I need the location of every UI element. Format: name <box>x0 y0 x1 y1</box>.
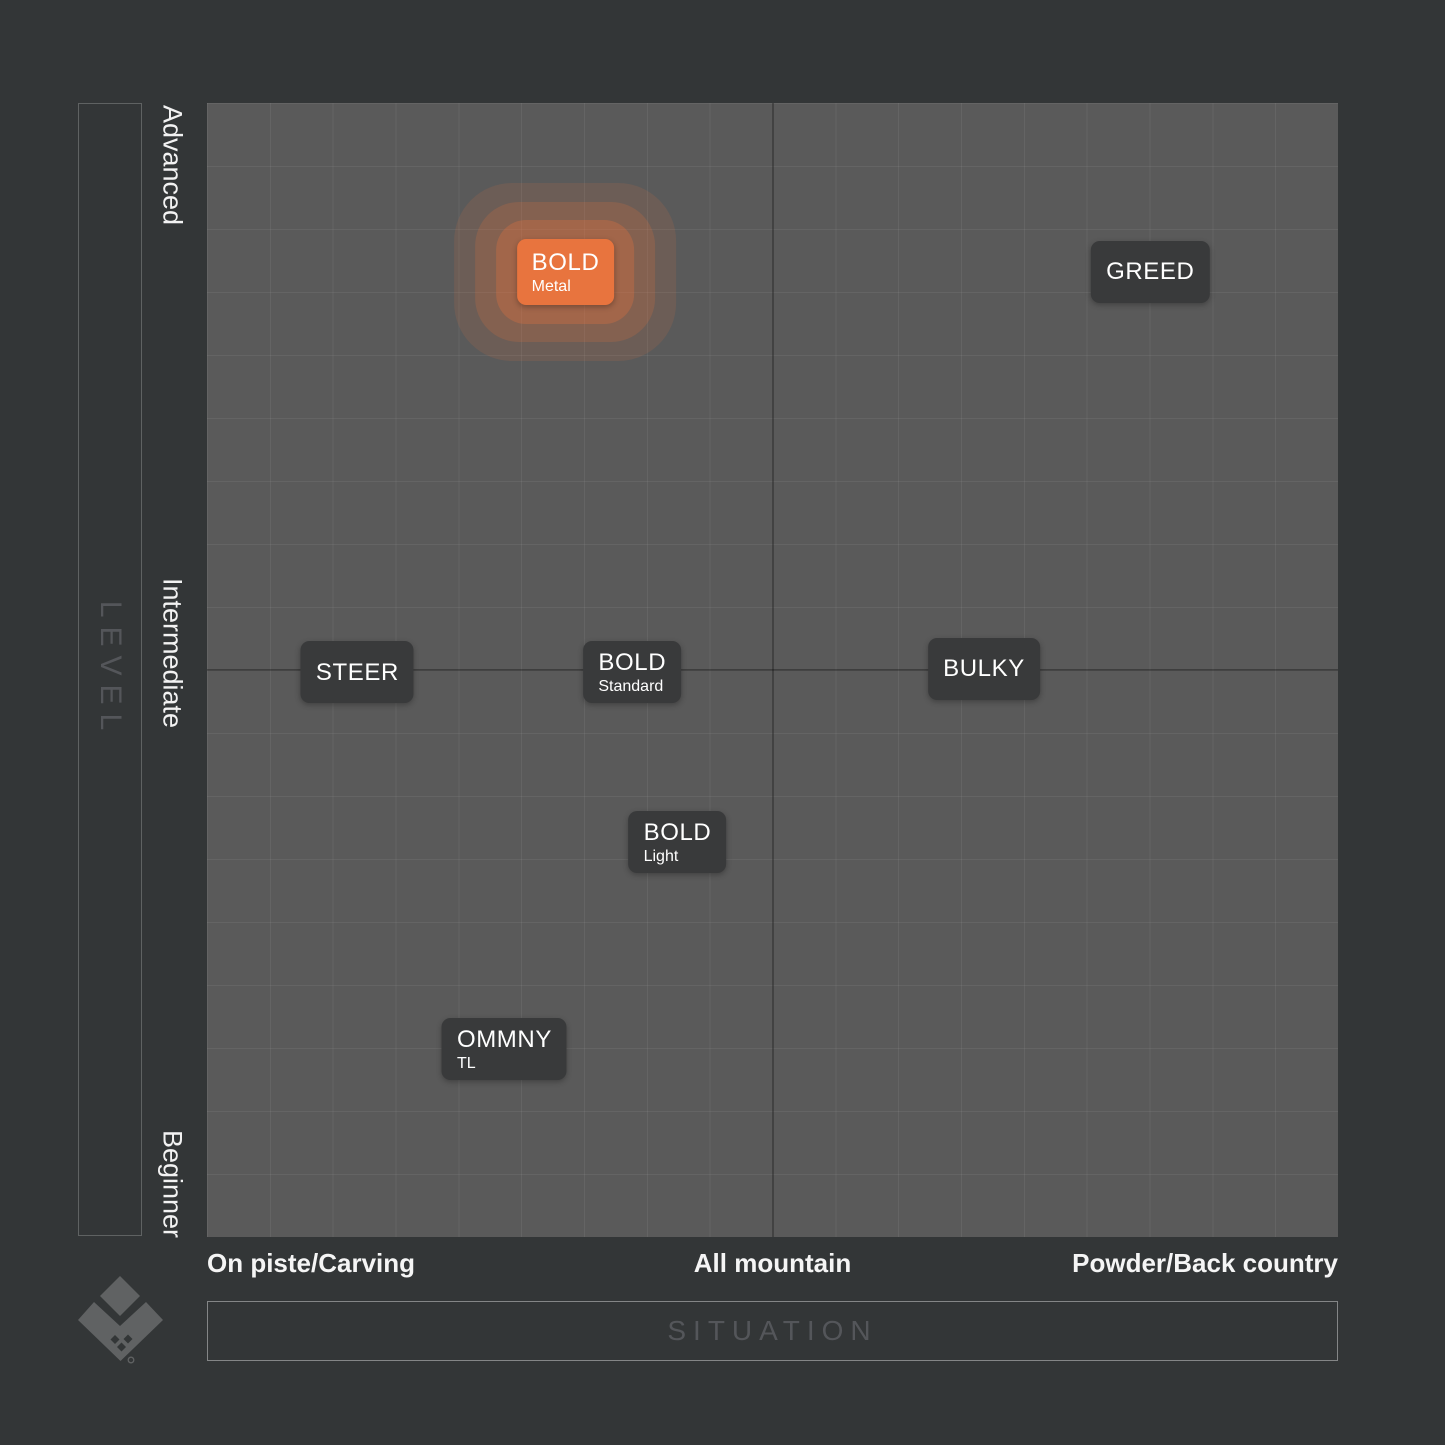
badge-card: OMMNY TL <box>441 1017 567 1080</box>
badge-sublabel: Metal <box>531 277 571 295</box>
badge-label: BOLD <box>598 649 667 677</box>
major-horizontal-gridline <box>207 669 1338 671</box>
badge-label: GREED <box>1106 258 1195 286</box>
badge-card: BULKY <box>928 637 1040 700</box>
level-axis-box: LEVEL <box>78 103 142 1236</box>
level-axis-title: LEVEL <box>94 600 127 739</box>
badge-label: BULKY <box>943 655 1025 683</box>
situation-axis-title: SITUATION <box>667 1315 878 1346</box>
badge-label: BOLD <box>531 248 600 276</box>
badge-card: GREED <box>1091 240 1210 303</box>
product-badge-bulky: BULKY <box>928 637 1040 700</box>
product-badge-steer: STEER <box>300 641 414 704</box>
badge-card: STEER <box>300 641 414 704</box>
situation-axis-box: SITUATION <box>207 1301 1338 1361</box>
plot-area: BOLD Metal GREED STEER BOLD Standard BULKY BOLD… <box>207 103 1338 1237</box>
x-label-powder: Powder/Back country <box>1072 1248 1338 1278</box>
level-label-advanced: Advanced <box>157 104 188 226</box>
situation-axis-labels: On piste/Carving All mountain Powder/Bac… <box>207 1248 1338 1284</box>
product-badge-bold-metal: BOLD Metal <box>454 182 677 361</box>
badge-card: BOLD Metal <box>516 238 615 305</box>
badge-label: OMMNY <box>456 1025 552 1053</box>
x-label-all-mountain: All mountain <box>693 1248 852 1278</box>
major-vertical-gridline <box>771 103 774 1237</box>
badge-sublabel: Standard <box>598 678 664 696</box>
product-badge-bold-standard: BOLD Standard <box>583 641 682 704</box>
badge-card: BOLD Light <box>628 811 727 874</box>
product-badge-bold-light: BOLD Light <box>628 811 727 874</box>
badge-sublabel: Light <box>643 848 679 866</box>
badge-label: BOLD <box>643 819 712 847</box>
product-badge-greed: GREED <box>1091 240 1210 303</box>
x-label-on-piste: On piste/Carving <box>207 1248 416 1278</box>
product-badge-ommny-tl: OMMNY TL <box>441 1017 567 1080</box>
badge-card: BOLD Standard <box>583 641 682 704</box>
badge-label: STEER <box>315 658 399 686</box>
level-label-intermediate: Intermediate <box>157 577 188 729</box>
badge-sublabel: TL <box>456 1054 476 1072</box>
brand-diamond-chevron-logo-icon <box>78 1276 163 1364</box>
level-label-beginner: Beginner <box>157 1129 188 1239</box>
